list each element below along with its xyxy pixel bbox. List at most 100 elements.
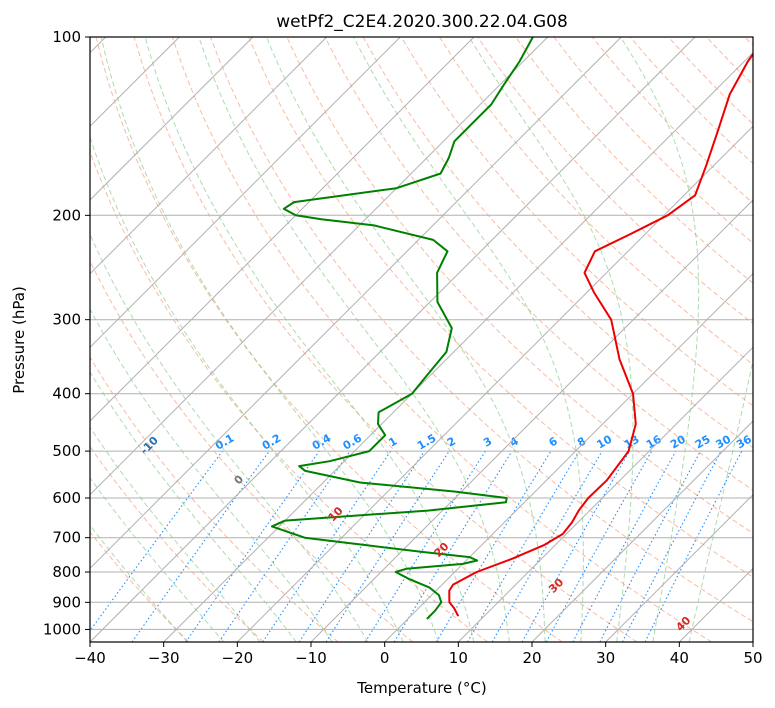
chart-title: wetPf2_C2E4.2020.300.22.04.G08 (276, 12, 568, 32)
mixing-ratio-label: 16 (644, 432, 664, 451)
dry-adiabat-label: -10 (138, 434, 161, 457)
mixing-ratio-line (131, 450, 270, 642)
mixing-ratio-line (262, 450, 392, 642)
y-tick-label: 600 (52, 489, 81, 507)
isotherm-line (384, 272, 753, 642)
dry-adiabat-line (438, 37, 753, 366)
mixing-ratio-line (298, 450, 425, 642)
moist-adiabat-line (90, 524, 188, 642)
isotherm-line (310, 199, 753, 642)
y-tick-label: 100 (52, 28, 81, 46)
mixing-ratio-line (545, 450, 653, 642)
temperature-line (448, 52, 753, 617)
moist-adiabat-line (353, 37, 584, 642)
mixing-ratio-line (621, 450, 722, 642)
mixing-ratio-line (521, 450, 630, 642)
mixing-ratio-line (90, 450, 223, 632)
moist-adiabat-line (90, 476, 225, 642)
dewpoint-line (270, 37, 534, 620)
moist-adiabat-line (90, 233, 369, 642)
x-tick-label: −20 (222, 649, 254, 667)
dry-adiabat-line (553, 37, 753, 244)
dry-adiabat-line (591, 37, 753, 204)
moist-adiabats (90, 37, 753, 642)
x-tick-label: −10 (295, 649, 327, 667)
mixing-ratio-label: 1 (386, 435, 399, 450)
x-tick-label: −30 (148, 649, 180, 667)
dry-adiabat-label: 20 (432, 540, 452, 560)
isotherm-line (163, 51, 753, 642)
isotherm-line (752, 641, 753, 642)
dry-adiabat-line (133, 37, 638, 642)
dry-adiabat-line (515, 37, 753, 284)
mixing-ratio-label: 4 (508, 434, 521, 449)
mixing-ratio-label: 6 (547, 434, 560, 449)
mixing-ratio-label: 30 (713, 432, 733, 451)
mixing-ratio-line (599, 450, 701, 642)
mixing-ratio-label: 0.2 (260, 432, 283, 453)
dry-adiabat-line (90, 259, 414, 642)
dry-adiabat-line (668, 37, 753, 125)
y-tick-label: 300 (52, 311, 81, 329)
y-tick-label: 900 (52, 593, 81, 611)
x-tick-label: 40 (670, 649, 689, 667)
isobar-grid (90, 37, 753, 630)
x-tick-label: 20 (522, 649, 541, 667)
dry-adiabat-line (744, 37, 753, 47)
moist-adiabat-line (90, 426, 261, 642)
dry-adiabat-line (90, 445, 264, 642)
isotherm-line (531, 420, 753, 642)
y-tick-label: 1000 (43, 620, 81, 638)
y-tick-label: 500 (52, 442, 81, 460)
isotherm-line (90, 37, 622, 570)
y-tick-label: 800 (52, 563, 81, 581)
mixing-ratio-line (325, 450, 450, 642)
moist-adiabat-line (90, 135, 404, 642)
mixing-ratio-label: 0.6 (341, 431, 365, 452)
dry-adiabat-line (90, 150, 488, 642)
isotherm-line (90, 37, 254, 201)
isotherm-line (90, 37, 328, 275)
y-tick-label: 200 (52, 206, 81, 224)
isotherm-line (90, 37, 401, 349)
x-tick-label: −40 (74, 649, 106, 667)
dry-adiabat-line (90, 531, 190, 642)
y-axis-ticks: 100 200 300 400 500 600 700 800 900 1000 (43, 28, 90, 638)
isotherm-grid (90, 37, 753, 642)
y-tick-label: 400 (52, 385, 81, 403)
mixing-ratio-line (435, 450, 552, 642)
moist-adiabat-line (198, 37, 510, 642)
moist-adiabat-line (688, 358, 753, 642)
mixing-ratio-label: 36 (734, 432, 754, 451)
dry-adiabat-line (324, 37, 753, 491)
isotherm-line (678, 567, 753, 642)
mixing-ratio-label: 8 (575, 435, 588, 450)
dry-adiabat-line (171, 37, 712, 642)
isotherm-line (90, 37, 549, 496)
isotherm-line (90, 37, 475, 422)
dry-adiabat-line (95, 37, 563, 642)
x-tick-label: 0 (380, 649, 390, 667)
x-tick-label: 10 (449, 649, 468, 667)
moist-adiabat-line (266, 37, 546, 642)
dry-adiabats (90, 37, 753, 642)
x-axis-ticks: −40 −30 −20 −10 0 10 20 30 40 50 (74, 642, 763, 667)
mixing-ratio-label: 10 (594, 432, 614, 451)
plot-frame (89, 36, 754, 643)
mixing-ratio-line (644, 450, 743, 642)
mixing-ratio-line (572, 450, 677, 642)
x-axis-label: Temperature (°C) (356, 679, 486, 697)
mixing-ratio-label: 25 (693, 433, 713, 452)
dry-adiabat-line (90, 356, 339, 642)
mixing-ratio-line (185, 450, 320, 642)
mixing-ratio-label: 2 (445, 435, 458, 450)
x-tick-label: 50 (743, 649, 762, 667)
moist-adiabat-line (100, 37, 439, 642)
y-tick-label: 700 (52, 529, 81, 547)
x-tick-label: 30 (596, 649, 615, 667)
y-axis-label: Pressure (hPa) (10, 286, 28, 394)
dry-adiabat-line (400, 37, 753, 407)
